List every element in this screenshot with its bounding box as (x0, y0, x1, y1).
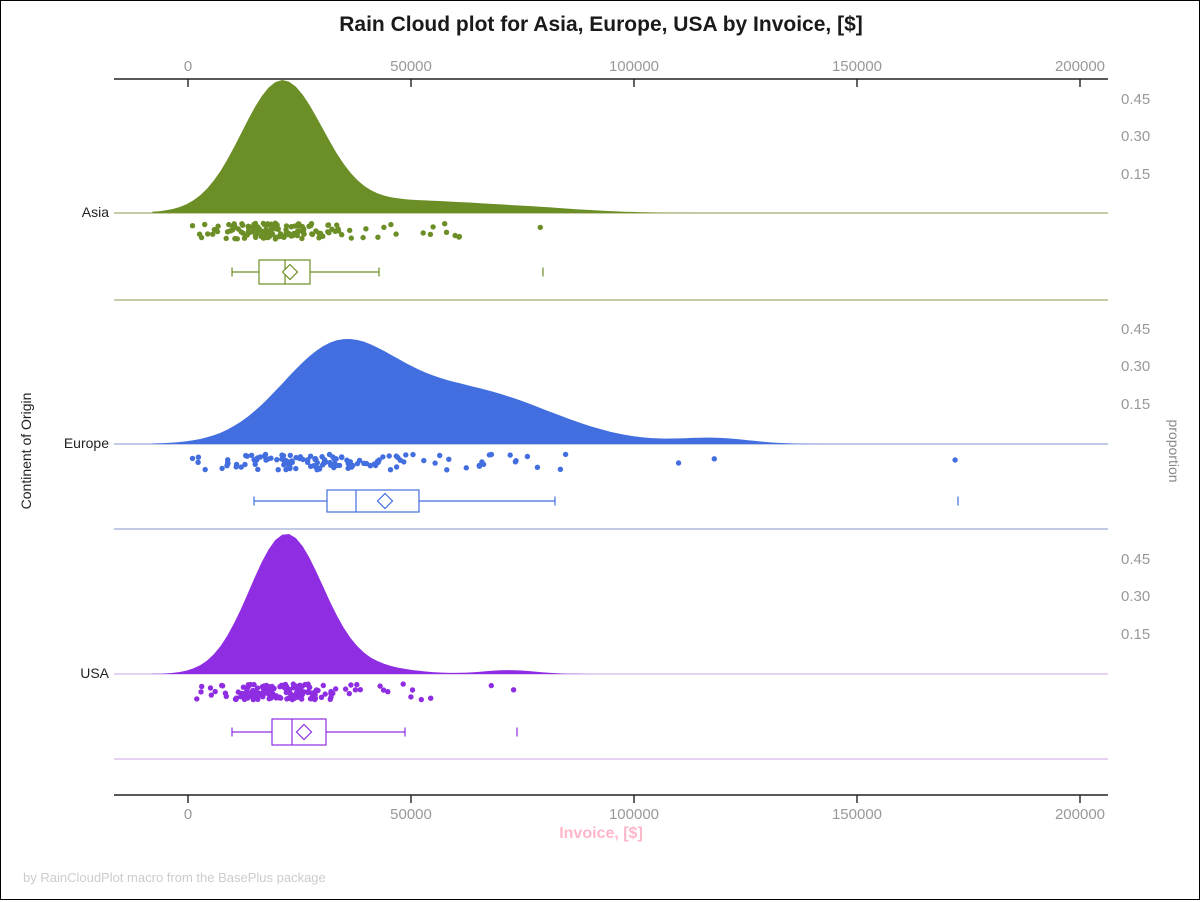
svg-text:0.15: 0.15 (1121, 396, 1150, 413)
svg-text:0: 0 (184, 806, 192, 823)
svg-text:0.45: 0.45 (1121, 321, 1150, 338)
svg-text:0.45: 0.45 (1121, 91, 1150, 108)
svg-text:0.30: 0.30 (1121, 588, 1150, 605)
svg-text:0.45: 0.45 (1121, 551, 1150, 568)
svg-text:Continent of Origin: Continent of Origin (18, 393, 34, 510)
svg-text:100000: 100000 (609, 806, 659, 823)
svg-text:Asia: Asia (82, 204, 109, 220)
svg-text:Europe: Europe (64, 435, 109, 451)
svg-text:50000: 50000 (390, 806, 432, 823)
svg-text:0: 0 (184, 58, 192, 75)
svg-text:50000: 50000 (390, 58, 432, 75)
svg-text:0.30: 0.30 (1121, 128, 1150, 145)
svg-text:150000: 150000 (832, 58, 882, 75)
svg-text:200000: 200000 (1055, 58, 1105, 75)
svg-text:200000: 200000 (1055, 806, 1105, 823)
svg-text:USA: USA (80, 665, 109, 681)
svg-text:100000: 100000 (609, 58, 659, 75)
svg-text:0.15: 0.15 (1121, 626, 1150, 643)
svg-text:0.30: 0.30 (1121, 358, 1150, 375)
svg-text:proportion: proportion (1166, 419, 1182, 482)
svg-text:150000: 150000 (832, 806, 882, 823)
svg-text:0.15: 0.15 (1121, 166, 1150, 183)
